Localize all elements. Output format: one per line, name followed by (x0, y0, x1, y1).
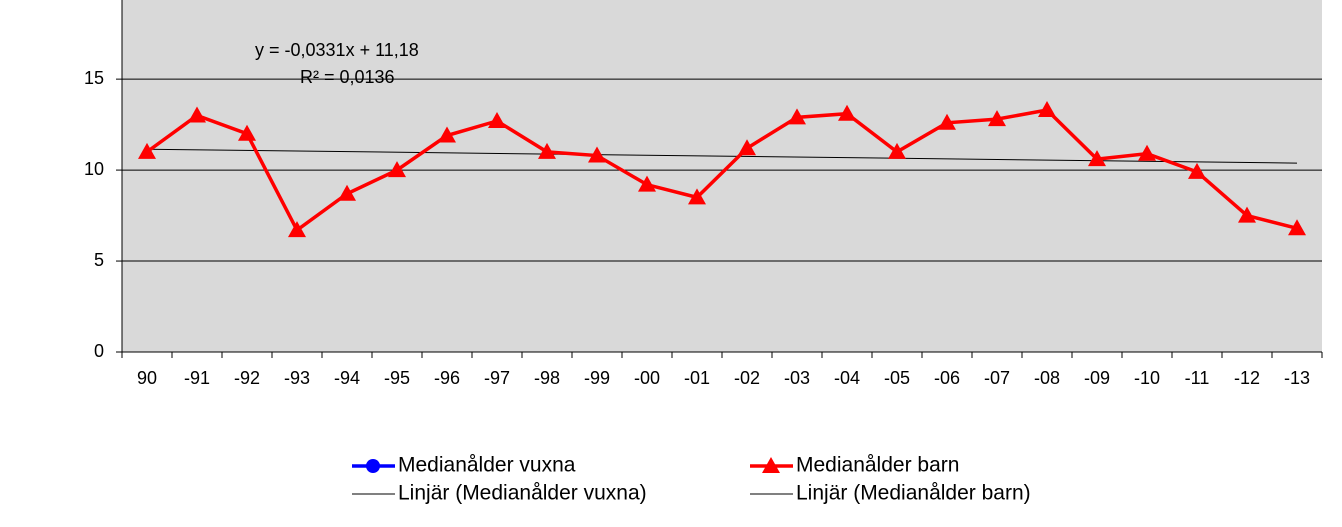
x-tick-label: -91 (184, 368, 210, 388)
plot-area (122, 0, 1322, 352)
data-point (838, 104, 856, 121)
data-point (288, 221, 306, 238)
data-point (1288, 219, 1306, 236)
legend-label: Linjär (Medianålder vuxna) (398, 482, 647, 505)
y-tick-label: 10 (84, 159, 104, 179)
x-tick-label: -07 (984, 368, 1010, 388)
x-tick-label: -96 (434, 368, 460, 388)
x-tick-label: -97 (484, 368, 510, 388)
trend-equation: y = -0,0331x + 11,18 (255, 40, 419, 60)
x-tick-label: 90 (137, 368, 157, 388)
trend-r2: R² = 0,0136 (300, 67, 395, 87)
x-tick-label: -03 (784, 368, 810, 388)
x-tick-label: -93 (284, 368, 310, 388)
x-tick-label: -06 (934, 368, 960, 388)
data-point (488, 111, 506, 128)
data-point (1088, 150, 1106, 167)
legend-label: Medianålder barn (796, 454, 959, 477)
legend-marker (366, 459, 380, 473)
x-tick-label: -13 (1284, 368, 1310, 388)
x-tick-label: -99 (584, 368, 610, 388)
x-tick-label: -98 (534, 368, 560, 388)
y-tick-label: 0 (94, 341, 104, 361)
data-point (738, 139, 756, 156)
x-tick-label: -11 (1185, 368, 1210, 388)
data-point (1138, 144, 1156, 161)
data-point (538, 142, 556, 159)
x-tick-label: -12 (1234, 368, 1260, 388)
trendline (146, 148, 1298, 164)
data-point (238, 124, 256, 141)
data-point (788, 108, 806, 125)
data-point (638, 175, 656, 192)
data-point (988, 110, 1006, 127)
x-tick-label: -94 (334, 368, 360, 388)
x-tick-label: -04 (834, 368, 860, 388)
data-point (1188, 162, 1206, 179)
x-tick-label: -95 (384, 368, 410, 388)
x-tick-label: -08 (1034, 368, 1060, 388)
data-point (438, 126, 456, 143)
data-point (1238, 206, 1256, 223)
data-point (188, 106, 206, 123)
x-tick-label: -92 (234, 368, 260, 388)
data-point (338, 184, 356, 201)
x-tick-label: -02 (734, 368, 760, 388)
legend-label: Linjär (Medianålder barn) (796, 482, 1031, 505)
data-point (1038, 101, 1056, 118)
x-tick-label: -05 (884, 368, 910, 388)
x-tick-label: -09 (1084, 368, 1110, 388)
data-point (388, 161, 406, 178)
y-tick-label: 15 (84, 68, 104, 88)
x-tick-label: -01 (684, 368, 710, 388)
legend: Medianålder vuxna Medianålder barn Linjär … (352, 454, 1031, 505)
data-point (938, 113, 956, 130)
x-tick-label: -00 (634, 368, 660, 388)
data-point (138, 142, 156, 159)
y-tick-label: 5 (94, 250, 104, 270)
legend-marker (762, 457, 780, 473)
data-point (688, 188, 706, 205)
data-point (888, 142, 906, 159)
x-tick-label: -10 (1134, 368, 1160, 388)
legend-label: Medianålder vuxna (398, 454, 576, 477)
data-point (588, 146, 606, 163)
